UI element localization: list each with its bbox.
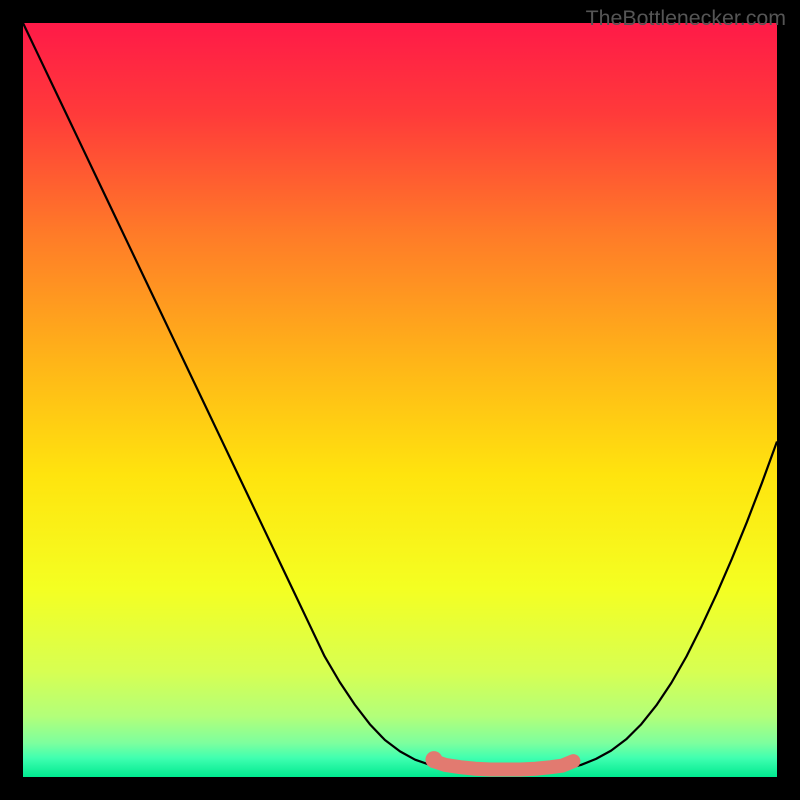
optimal-range-marker [425, 751, 442, 768]
chart-container: TheBottlenecker.com [0, 0, 800, 800]
plot-background-gradient [23, 23, 777, 777]
bottleneck-chart [0, 0, 800, 800]
